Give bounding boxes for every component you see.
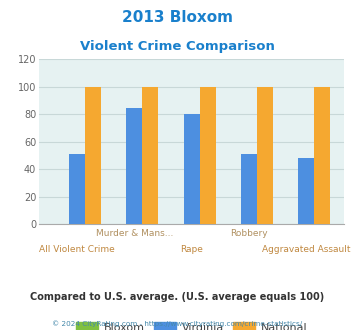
- Text: Robbery: Robbery: [230, 229, 268, 238]
- Text: Aggravated Assault: Aggravated Assault: [262, 245, 351, 254]
- Text: Compared to U.S. average. (U.S. average equals 100): Compared to U.S. average. (U.S. average …: [31, 292, 324, 302]
- Bar: [298, 158, 315, 224]
- Bar: [184, 115, 200, 224]
- Text: Murder & Mans...: Murder & Mans...: [95, 229, 173, 238]
- Text: All Violent Crime: All Violent Crime: [39, 245, 115, 254]
- Bar: [315, 87, 331, 224]
- Legend: Bloxom, Virginia, National: Bloxom, Virginia, National: [72, 318, 312, 330]
- Bar: [241, 154, 257, 224]
- Text: © 2024 CityRating.com - https://www.cityrating.com/crime-statistics/: © 2024 CityRating.com - https://www.city…: [53, 320, 302, 327]
- Bar: [200, 87, 216, 224]
- Text: Rape: Rape: [180, 245, 203, 254]
- Bar: [85, 87, 101, 224]
- Bar: [257, 87, 273, 224]
- Bar: [126, 108, 142, 224]
- Bar: [142, 87, 158, 224]
- Text: Violent Crime Comparison: Violent Crime Comparison: [80, 40, 275, 52]
- Text: 2013 Bloxom: 2013 Bloxom: [122, 10, 233, 25]
- Bar: [69, 154, 85, 224]
